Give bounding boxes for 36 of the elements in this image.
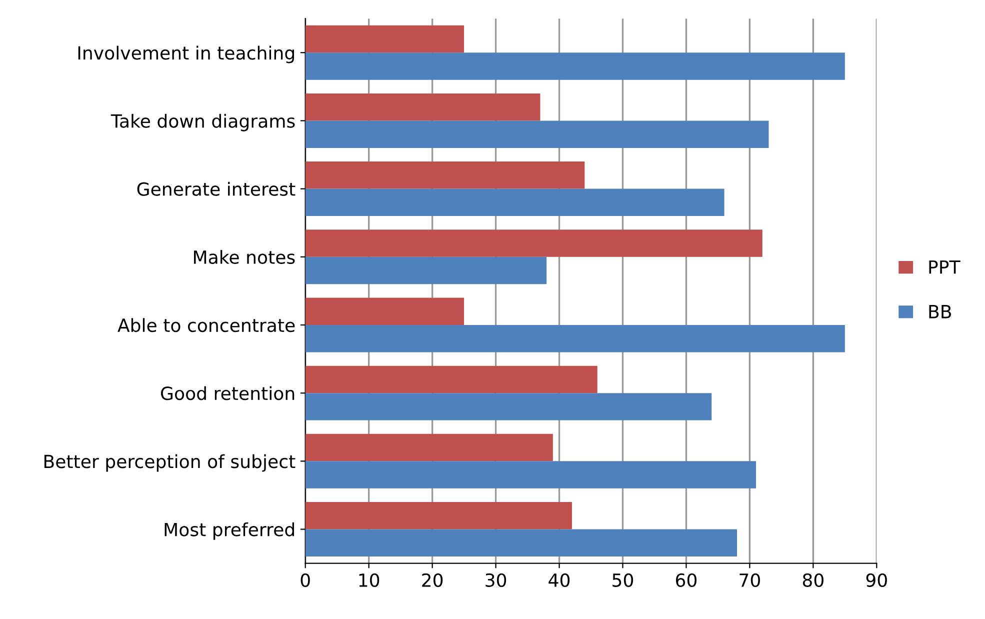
y-tick-label: Most preferred <box>164 522 294 540</box>
bar <box>305 366 598 394</box>
legend-label: BB <box>929 305 951 318</box>
x-tick-label: 40 <box>548 573 570 587</box>
y-tick-label: Better perception of subject <box>44 454 296 472</box>
x-tick-label: 30 <box>486 573 506 587</box>
bar <box>305 93 540 121</box>
x-tick-label: 20 <box>422 573 443 587</box>
y-tick-label: Involvement in teaching <box>78 46 294 64</box>
x-tick-label: 50 <box>612 573 634 587</box>
bar <box>305 188 724 216</box>
bar <box>305 434 553 462</box>
bar <box>305 162 585 189</box>
bar <box>305 502 572 530</box>
legend-label: PPT <box>929 260 960 274</box>
y-tick-label: Make notes <box>194 250 295 264</box>
bar <box>305 120 769 148</box>
y-tick-label: Take down diagrams <box>110 114 295 132</box>
bar <box>305 25 464 53</box>
bar <box>305 393 712 420</box>
x-tick-label: 70 <box>740 573 760 587</box>
x-tick-label: 0 <box>300 573 310 587</box>
x-tick-label: 10 <box>359 573 380 587</box>
bar <box>305 230 762 257</box>
y-tick-label: Generate interest <box>137 182 296 196</box>
x-tick-label: 60 <box>676 573 697 587</box>
y-tick-label: Good retention <box>161 386 294 400</box>
bar <box>305 529 737 556</box>
bar <box>305 52 845 80</box>
bar <box>305 324 845 352</box>
x-tick-label: 90 <box>866 573 887 587</box>
y-tick-label: Able to concentrate <box>118 318 295 332</box>
bar <box>305 461 756 488</box>
x-tick-label: 80 <box>802 573 824 587</box>
bar <box>305 298 464 325</box>
bar <box>305 256 547 284</box>
